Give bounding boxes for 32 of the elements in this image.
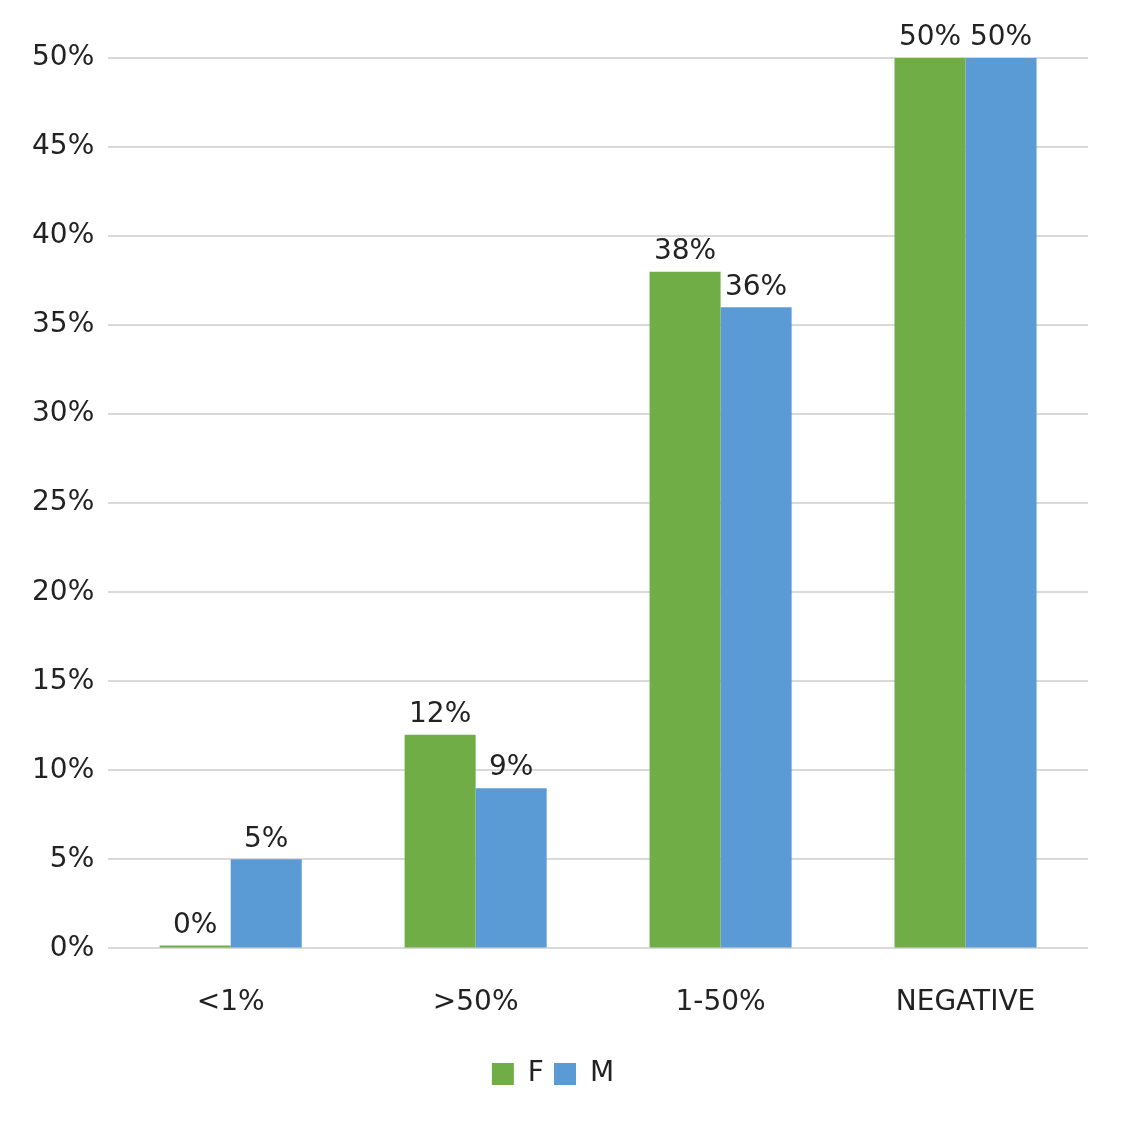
y-tick-label: 35% bbox=[32, 306, 95, 340]
data-label: 5% bbox=[244, 820, 289, 854]
y-tick-label: 5% bbox=[49, 840, 95, 874]
bar bbox=[720, 307, 792, 948]
y-tick-label: 25% bbox=[32, 484, 95, 518]
y-tick-label: 0% bbox=[49, 929, 95, 963]
data-label: 0% bbox=[172, 906, 218, 940]
data-label: 9% bbox=[488, 749, 534, 783]
data-label: 38% bbox=[653, 232, 717, 266]
legend-label: M bbox=[589, 1055, 615, 1089]
bar bbox=[230, 859, 302, 948]
bar bbox=[894, 58, 966, 948]
bar bbox=[404, 734, 476, 948]
data-label: 12% bbox=[409, 695, 472, 729]
y-tick-label: 45% bbox=[32, 128, 95, 162]
x-tick-label: <1% bbox=[196, 984, 265, 1018]
y-tick-label: 50% bbox=[32, 39, 95, 73]
data-label: 50% bbox=[898, 19, 962, 53]
bar bbox=[475, 788, 547, 948]
legend-label: F bbox=[527, 1055, 544, 1089]
y-tick-label: 15% bbox=[32, 662, 95, 696]
data-label: 36% bbox=[724, 268, 788, 302]
bar bbox=[965, 58, 1037, 948]
y-tick-label: 10% bbox=[32, 751, 95, 785]
y-tick-label: 40% bbox=[32, 217, 95, 251]
y-tick-label: 30% bbox=[32, 395, 95, 429]
bar bbox=[649, 271, 721, 948]
x-tick-label: >50% bbox=[432, 984, 519, 1018]
y-tick-label: 20% bbox=[32, 573, 95, 607]
x-tick-label: 1-50% bbox=[675, 984, 766, 1018]
data-label: 50% bbox=[969, 19, 1033, 53]
x-tick-label: NEGATIVE bbox=[895, 984, 1036, 1018]
